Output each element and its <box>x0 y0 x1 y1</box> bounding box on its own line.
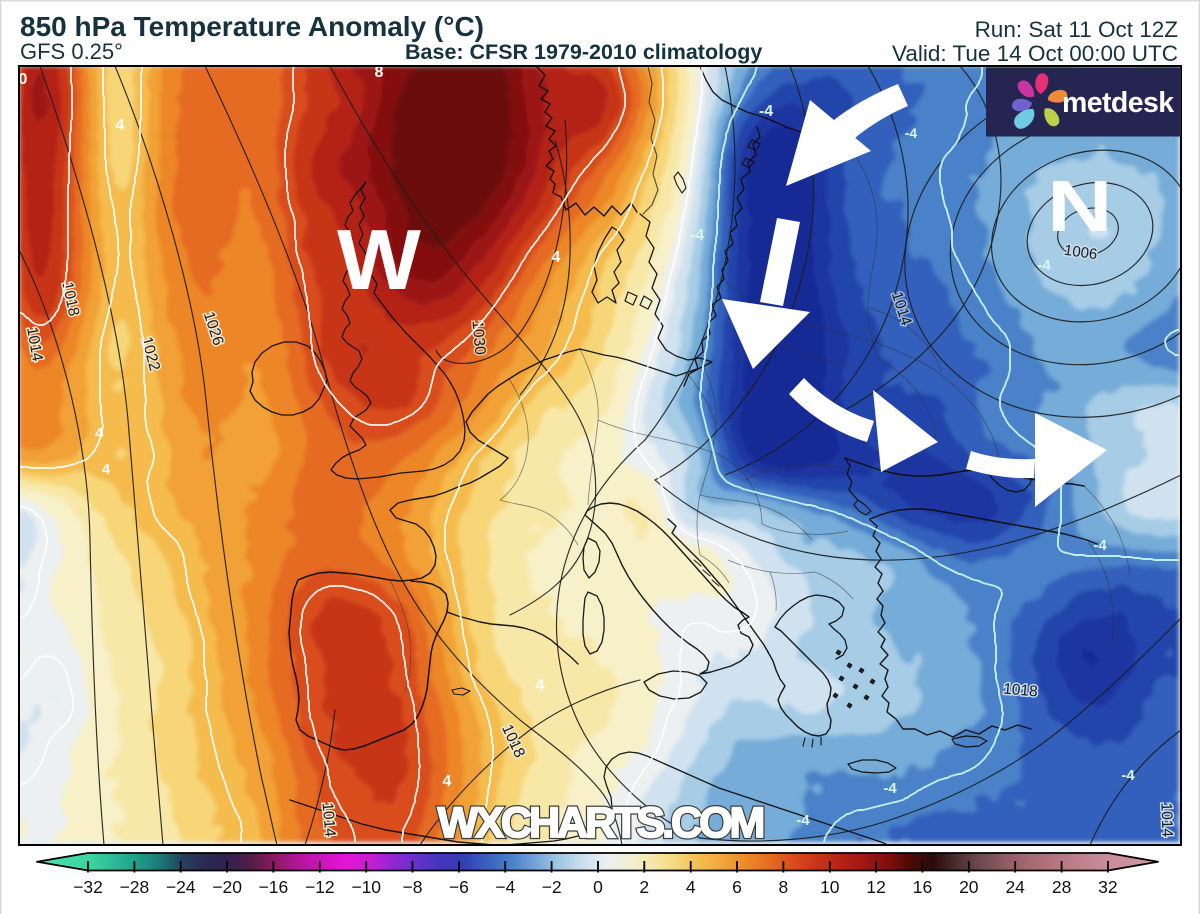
svg-text:Base: CFSR 1979-2010 climatolo: Base: CFSR 1979-2010 climatology <box>405 40 762 64</box>
svg-text:Valid: Tue 14 Oct 00:00 UTC: Valid: Tue 14 Oct 00:00 UTC <box>892 41 1178 66</box>
svg-text:W: W <box>337 213 422 308</box>
svg-text:4: 4 <box>102 461 111 478</box>
svg-text:32: 32 <box>1098 877 1117 897</box>
svg-text:−24: −24 <box>166 877 196 897</box>
svg-text:WXCHARTS.COM: WXCHARTS.COM <box>438 799 763 847</box>
svg-text:GFS 0.25°: GFS 0.25° <box>20 39 123 64</box>
svg-text:6: 6 <box>732 877 742 897</box>
svg-text:−8: −8 <box>403 877 423 897</box>
svg-text:-4: -4 <box>1093 537 1107 554</box>
svg-text:-4: -4 <box>905 125 918 141</box>
svg-text:4: 4 <box>552 249 561 266</box>
svg-text:850 hPa Temperature Anomaly (°: 850 hPa Temperature Anomaly (°C) <box>20 11 484 42</box>
svg-text:−32: −32 <box>73 877 103 897</box>
svg-text:WXCHARTS.COM: WXCHARTS.COM <box>438 799 763 847</box>
svg-text:−12: −12 <box>305 877 335 897</box>
svg-text:-4: -4 <box>883 780 897 797</box>
svg-text:-4: -4 <box>1121 767 1135 784</box>
svg-text:1030: 1030 <box>469 320 489 356</box>
svg-text:1014: 1014 <box>319 802 339 838</box>
svg-text:20: 20 <box>959 877 979 897</box>
svg-text:metdesk: metdesk <box>1062 87 1174 119</box>
svg-text:0: 0 <box>19 71 28 88</box>
svg-text:−4: −4 <box>495 877 515 897</box>
svg-text:10: 10 <box>820 877 840 897</box>
svg-text:−6: −6 <box>449 877 469 897</box>
svg-text:−20: −20 <box>212 877 242 897</box>
svg-text:N: N <box>1047 167 1113 247</box>
svg-text:4: 4 <box>536 677 545 694</box>
svg-text:8: 8 <box>375 64 384 81</box>
svg-text:16: 16 <box>913 877 932 897</box>
svg-text:0: 0 <box>593 877 603 897</box>
svg-text:4: 4 <box>116 117 125 134</box>
svg-text:4: 4 <box>686 877 696 897</box>
svg-text:12: 12 <box>866 877 885 897</box>
svg-text:Run: Sat 11 Oct 12Z: Run: Sat 11 Oct 12Z <box>975 17 1179 42</box>
svg-text:−2: −2 <box>542 877 562 897</box>
svg-text:8: 8 <box>779 877 789 897</box>
svg-text:−10: −10 <box>351 877 381 897</box>
svg-text:4: 4 <box>443 773 452 790</box>
svg-text:-4: -4 <box>1037 257 1051 274</box>
svg-text:-4: -4 <box>759 103 773 120</box>
svg-text:1018: 1018 <box>1002 681 1038 701</box>
svg-text:−28: −28 <box>120 877 150 897</box>
svg-text:24: 24 <box>1005 877 1025 897</box>
svg-text:-4: -4 <box>690 227 704 244</box>
svg-text:−16: −16 <box>259 877 289 897</box>
svg-text:-4: -4 <box>796 812 810 829</box>
svg-text:4: 4 <box>95 425 104 442</box>
svg-text:1014: 1014 <box>1157 802 1175 837</box>
svg-text:2: 2 <box>639 877 649 897</box>
svg-text:28: 28 <box>1052 877 1071 897</box>
